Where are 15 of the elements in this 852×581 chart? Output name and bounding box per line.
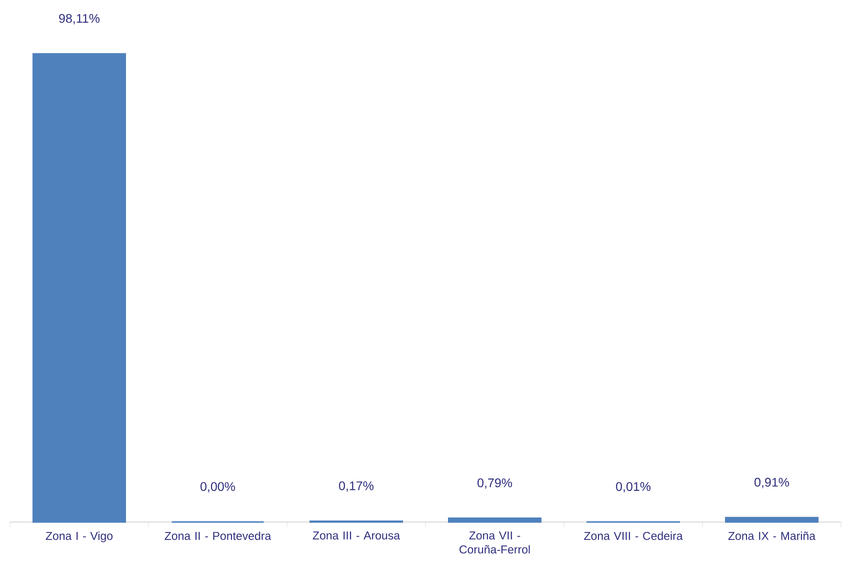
data-label: 0,17% bbox=[339, 481, 374, 492]
x-tick-label: Zona IX - Mariña bbox=[728, 532, 816, 540]
bar bbox=[725, 516, 819, 523]
x-tick-label: Zona VIII - Cedeira bbox=[584, 532, 683, 540]
data-label: 0,00% bbox=[200, 482, 236, 492]
data-label: 0,01% bbox=[616, 482, 651, 492]
data-label: 0,79% bbox=[478, 478, 512, 489]
data-label: 0,91% bbox=[754, 478, 790, 488]
bar bbox=[32, 53, 126, 523]
x-tick-label: Zona II - Pontevedra bbox=[164, 532, 272, 540]
x-tick-label: Zona I - Vigo bbox=[46, 532, 113, 542]
data-label: 98,11% bbox=[59, 14, 100, 24]
x-tick-label: Zona III - Arousa bbox=[312, 532, 400, 540]
bar bbox=[448, 517, 542, 523]
x-tick-label: Zona VII - Coruña-Ferrol bbox=[460, 532, 530, 554]
